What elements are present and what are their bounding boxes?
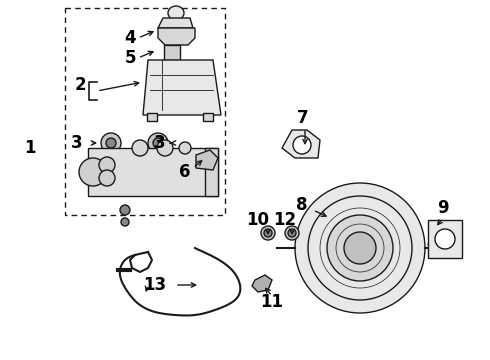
- Polygon shape: [158, 18, 193, 28]
- Text: 3: 3: [154, 134, 166, 152]
- Bar: [147, 113, 157, 121]
- Text: 1: 1: [24, 139, 36, 157]
- Circle shape: [121, 218, 129, 226]
- Circle shape: [264, 229, 272, 237]
- Text: 11: 11: [261, 293, 284, 311]
- Circle shape: [293, 136, 311, 154]
- Circle shape: [79, 158, 107, 186]
- Polygon shape: [252, 275, 272, 292]
- Bar: [203, 113, 213, 121]
- Text: 12: 12: [273, 211, 296, 229]
- Text: 3: 3: [71, 134, 83, 152]
- Circle shape: [106, 138, 116, 148]
- Text: 4: 4: [124, 29, 136, 47]
- Circle shape: [327, 215, 393, 281]
- Bar: [65, 8, 225, 215]
- Circle shape: [285, 226, 299, 240]
- Circle shape: [295, 183, 425, 313]
- Circle shape: [288, 229, 296, 237]
- Bar: [205, 148, 218, 196]
- Text: 13: 13: [144, 276, 167, 294]
- Circle shape: [157, 140, 173, 156]
- Polygon shape: [428, 220, 462, 258]
- Bar: [88, 148, 218, 196]
- Circle shape: [153, 138, 163, 148]
- Circle shape: [261, 226, 275, 240]
- Text: 5: 5: [124, 49, 136, 67]
- Circle shape: [99, 170, 115, 186]
- Polygon shape: [282, 130, 320, 158]
- Polygon shape: [143, 60, 221, 115]
- Circle shape: [99, 157, 115, 173]
- Circle shape: [148, 133, 168, 153]
- Circle shape: [179, 142, 191, 154]
- Circle shape: [435, 229, 455, 249]
- Text: 8: 8: [296, 196, 308, 214]
- Circle shape: [120, 205, 130, 215]
- Bar: [164, 45, 180, 60]
- Circle shape: [101, 133, 121, 153]
- Text: 7: 7: [297, 109, 309, 127]
- Ellipse shape: [168, 6, 184, 20]
- Text: 10: 10: [246, 211, 270, 229]
- Polygon shape: [196, 150, 218, 170]
- Circle shape: [344, 232, 376, 264]
- Text: 9: 9: [437, 199, 449, 217]
- Text: 2: 2: [74, 76, 86, 94]
- Circle shape: [132, 140, 148, 156]
- Text: 6: 6: [179, 163, 191, 181]
- Polygon shape: [158, 28, 195, 45]
